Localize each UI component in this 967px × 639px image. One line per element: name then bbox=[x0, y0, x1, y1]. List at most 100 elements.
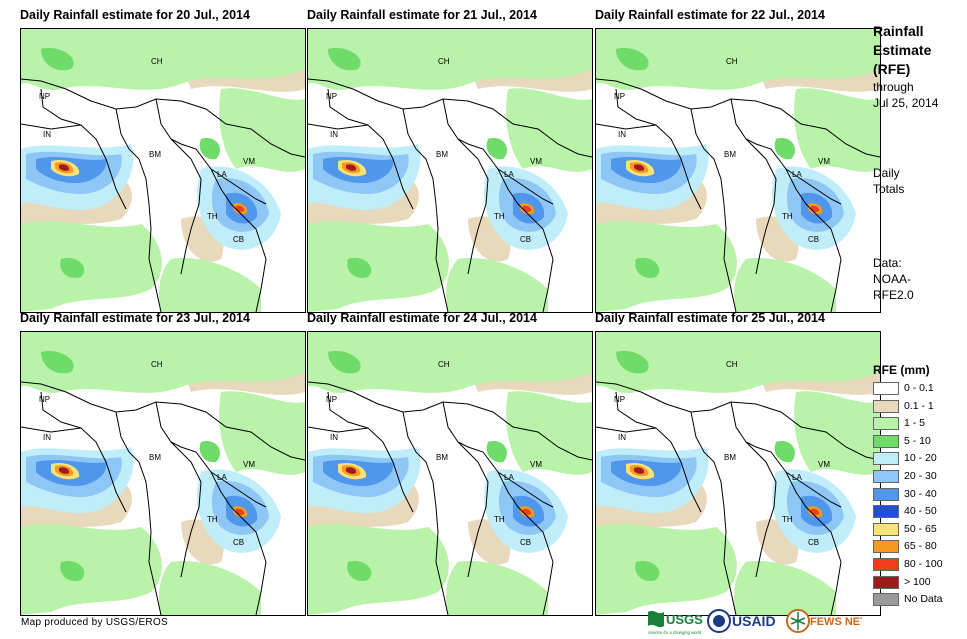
label-nepal: NP bbox=[614, 395, 625, 404]
legend-item: 80 - 100 bbox=[873, 557, 963, 573]
label-vietnam: VM bbox=[530, 460, 542, 469]
label-thailand: TH bbox=[207, 515, 218, 524]
legend-label: 5 - 10 bbox=[904, 434, 931, 447]
legend-item: 10 - 20 bbox=[873, 451, 963, 467]
title-line: (RFE) bbox=[873, 61, 911, 77]
legend-swatch bbox=[873, 487, 899, 501]
label-india: IN bbox=[43, 130, 51, 139]
legend-label: 0.1 - 1 bbox=[904, 399, 934, 412]
label-thailand: TH bbox=[207, 212, 218, 221]
usgs-text: USGS bbox=[666, 612, 703, 627]
country-borders bbox=[308, 78, 592, 312]
legend-swatch bbox=[873, 399, 899, 413]
legend-swatch bbox=[873, 470, 899, 483]
data-source: Data: NOAA- RFE2.0 bbox=[873, 255, 914, 303]
legend-item: 0 - 0.1 bbox=[873, 381, 963, 397]
legend-swatch bbox=[873, 558, 899, 571]
label-burma: BM bbox=[149, 150, 161, 159]
through-date: Jul 25, 2014 bbox=[873, 96, 939, 110]
legend-label: 20 - 30 bbox=[904, 470, 937, 482]
label-cambodia: CB bbox=[808, 235, 819, 244]
panel-title: Daily Rainfall estimate for 22 Jul., 201… bbox=[595, 8, 825, 22]
legend-label: 40 - 50 bbox=[904, 505, 937, 518]
rainfall-map: CH NP IN BM LA VM TH CB bbox=[595, 331, 881, 616]
country-borders bbox=[596, 78, 880, 312]
usgs-tagline: science for a changing world bbox=[648, 630, 702, 635]
label-china: CH bbox=[726, 360, 738, 369]
rainfall-map: CH NP IN BM LA VM TH CB bbox=[307, 331, 593, 616]
map-svg: CH NP IN BM LA VM TH CB bbox=[596, 29, 880, 312]
label-laos: LA bbox=[504, 473, 514, 482]
legend-item: 20 - 30 bbox=[873, 469, 963, 485]
map-svg: CH NP IN BM LA VM TH CB bbox=[21, 332, 305, 615]
label-vietnam: VM bbox=[818, 460, 830, 469]
rain-layer-5-10 bbox=[328, 48, 508, 278]
label-thailand: TH bbox=[494, 515, 505, 524]
label-china: CH bbox=[438, 360, 450, 369]
label-nepal: NP bbox=[614, 92, 625, 101]
legend-swatch bbox=[873, 434, 899, 448]
rainfall-map: CH NP IN BM LA VM TH CB bbox=[307, 28, 593, 313]
label-vietnam: VM bbox=[818, 157, 830, 166]
map-credit: Map produced by USGS/EROS bbox=[21, 617, 169, 628]
label-india: IN bbox=[618, 130, 626, 139]
legend-swatch bbox=[873, 382, 899, 395]
label-india: IN bbox=[43, 433, 51, 442]
label-thailand: TH bbox=[494, 212, 505, 221]
label-nepal: NP bbox=[326, 92, 337, 101]
totals-text: Daily Totals bbox=[873, 165, 904, 197]
rain-layer-green bbox=[308, 29, 592, 312]
label-china: CH bbox=[151, 360, 163, 369]
label-burma: BM bbox=[724, 453, 736, 462]
legend-item: 1 - 5 bbox=[873, 416, 963, 432]
label-cambodia: CB bbox=[233, 235, 244, 244]
label-laos: LA bbox=[217, 170, 227, 179]
country-borders bbox=[21, 78, 305, 312]
usaid-text: USAID bbox=[732, 613, 776, 629]
label-laos: LA bbox=[792, 170, 802, 179]
label-china: CH bbox=[151, 57, 163, 66]
sidebar-title: Rainfall Estimate (RFE) through Jul 25, … bbox=[873, 22, 938, 111]
legend-label: 1 - 5 bbox=[904, 417, 926, 430]
rain-layer-green bbox=[596, 29, 880, 312]
data-line: NOAA- bbox=[873, 272, 912, 286]
legend-item: 5 - 10 bbox=[873, 434, 963, 450]
legend-item: 50 - 65 bbox=[873, 522, 963, 538]
data-line: Data: bbox=[873, 256, 902, 270]
label-cambodia: CB bbox=[808, 538, 819, 547]
label-china: CH bbox=[726, 57, 738, 66]
panel-title: Daily Rainfall estimate for 25 Jul., 201… bbox=[595, 311, 825, 325]
panel-title: Daily Rainfall estimate for 21 Jul., 201… bbox=[307, 8, 537, 22]
map-svg: CH NP IN BM LA VM TH CB bbox=[21, 29, 305, 312]
totals-line: Totals bbox=[873, 182, 905, 196]
rain-layer-5-10 bbox=[616, 48, 796, 278]
legend-item: 0.1 - 1 bbox=[873, 399, 963, 415]
label-nepal: NP bbox=[39, 92, 50, 101]
usaid-logo: USAID bbox=[707, 609, 776, 633]
legend-swatch bbox=[873, 417, 899, 431]
rain-layer-heavy bbox=[626, 462, 823, 518]
legend-label: 30 - 40 bbox=[904, 487, 937, 500]
country-borders bbox=[596, 381, 880, 615]
legend-label: 65 - 80 bbox=[904, 540, 937, 553]
label-burma: BM bbox=[724, 150, 736, 159]
rainfall-map: CH NP IN BM LA VM TH CB bbox=[20, 28, 306, 313]
rainfall-map: CH NP IN BM LA VM TH CB bbox=[20, 331, 306, 616]
legend-label: No Data bbox=[904, 593, 943, 606]
legend-item: 30 - 40 bbox=[873, 487, 963, 503]
title-line: Rainfall bbox=[873, 23, 924, 39]
legend-swatch bbox=[873, 575, 899, 589]
legend-swatch bbox=[873, 522, 899, 536]
map-svg: CH NP IN BM LA VM TH CB bbox=[308, 29, 592, 312]
country-borders bbox=[308, 381, 592, 615]
rain-layer-5-10 bbox=[328, 351, 508, 581]
legend-label: 10 - 20 bbox=[904, 452, 937, 465]
through-text: through bbox=[873, 80, 914, 94]
label-cambodia: CB bbox=[233, 538, 244, 547]
label-laos: LA bbox=[217, 473, 227, 482]
legend-title: RFE (mm) bbox=[873, 363, 930, 377]
label-burma: BM bbox=[436, 150, 448, 159]
legend-swatch bbox=[873, 505, 899, 519]
data-line: RFE2.0 bbox=[873, 288, 914, 302]
legend-item: > 100 bbox=[873, 575, 963, 591]
